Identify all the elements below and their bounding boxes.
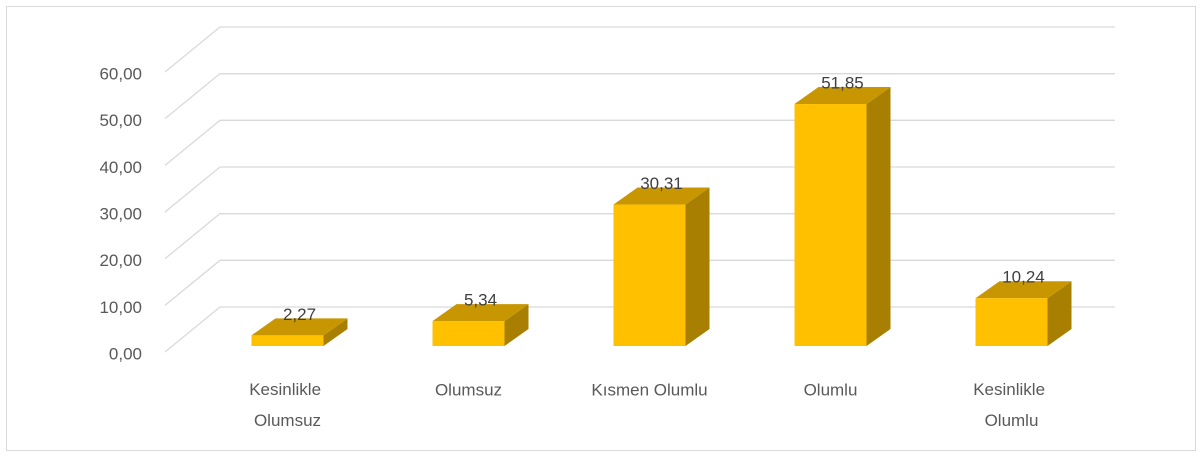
grid-line (164, 26, 1115, 73)
value-label: 30,31 (640, 174, 683, 193)
grid-line (164, 73, 1115, 120)
value-label: 2,27 (283, 305, 316, 324)
value-label: 5,34 (464, 291, 497, 310)
y-tick-label: 60,00 (99, 64, 142, 83)
value-label: 10,24 (1002, 268, 1045, 287)
x-tick-line: Olumsuz (254, 411, 321, 430)
chart-border (6, 6, 1196, 451)
x-tick-line: Olumlu (985, 411, 1039, 430)
bar-front (975, 298, 1048, 346)
x-tick-line: Kesinlikle (973, 380, 1050, 399)
bar (794, 87, 891, 347)
y-tick-label: 10,00 (99, 298, 142, 317)
bar-top (613, 187, 710, 205)
bar (613, 187, 710, 346)
bar (432, 304, 529, 346)
x-tick-line: Kesinlikle (249, 380, 326, 399)
bar-side (866, 87, 891, 347)
y-tick-label: 30,00 (99, 204, 142, 223)
x-tick-label: Olumlu (804, 380, 858, 399)
bar-top (251, 318, 348, 336)
bar-side (685, 187, 710, 346)
y-tick-label: 20,00 (99, 251, 142, 270)
value-label: 51,85 (821, 74, 864, 93)
bar-top (794, 87, 891, 105)
y-tick-label: 0,00 (109, 344, 142, 363)
bar-top (975, 281, 1072, 299)
bar-side (504, 304, 529, 346)
bar-side (1047, 281, 1072, 346)
bar-side (323, 318, 348, 346)
bar (251, 318, 348, 346)
bar-front (613, 204, 686, 346)
x-tick-label: Olumsuz (435, 380, 502, 399)
bar (975, 281, 1072, 346)
bar-top (432, 304, 529, 322)
x-tick-label: Kısmen Olumlu (591, 380, 707, 399)
bar-front (432, 321, 505, 346)
y-tick-label: 50,00 (99, 111, 142, 130)
bar-front (794, 104, 867, 347)
y-tick-label: 40,00 (99, 158, 142, 177)
bar-front (251, 335, 324, 346)
x-tick-label: Kesinlikle Olumsuz (249, 380, 326, 430)
x-tick-label: Kesinlikle Olumlu (973, 380, 1050, 430)
